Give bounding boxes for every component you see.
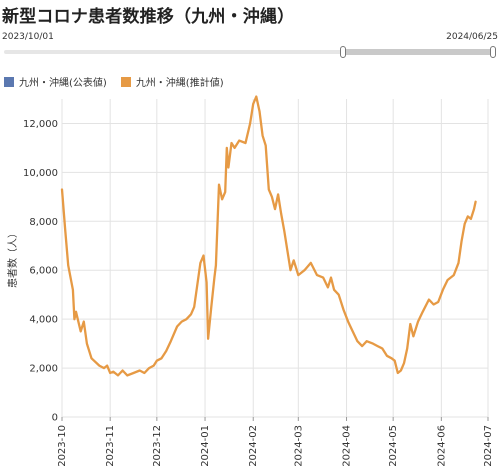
legend-label-published: 九州・沖縄(公表値)	[19, 78, 107, 89]
y-tick-label: 0	[52, 413, 58, 424]
legend-swatch-published	[4, 76, 14, 87]
legend-label-estimated: 九州・沖縄(推計値)	[135, 78, 224, 89]
x-tick-label: 2024-03	[293, 425, 304, 467]
x-tick-label: 2023-11	[105, 425, 116, 467]
x-tick-label: 2023-12	[152, 425, 163, 467]
x-tick-label: 2024-02	[248, 425, 259, 467]
y-tick-label: 2,000	[29, 364, 58, 375]
legend-item-estimated[interactable]: 九州・沖縄(推計値)	[120, 74, 224, 89]
x-tick-label: 2024-01	[200, 425, 211, 467]
date-range-slider-track[interactable]	[4, 50, 496, 54]
y-tick-label: 4,000	[29, 315, 58, 326]
x-tick-label: 2024-06	[436, 425, 447, 467]
y-tick-label: 12,000	[23, 119, 58, 130]
range-end-date: 2024/06/25	[446, 32, 498, 42]
legend-item-published[interactable]: 九州・沖縄(公表値)	[4, 74, 107, 89]
y-tick-label: 8,000	[29, 217, 58, 228]
y-axis-label: 患者数（人）	[6, 228, 19, 288]
x-tick-label: 2024-05	[388, 425, 399, 467]
y-tick-label: 10,000	[23, 168, 58, 179]
x-tick-label: 2024-07	[483, 425, 494, 467]
series-line-estimated	[60, 95, 477, 377]
page-title: 新型コロナ患者数推移（九州・沖縄）	[2, 7, 295, 27]
x-tick-label: 2023-10	[57, 425, 68, 467]
date-range-end-handle[interactable]	[490, 46, 496, 58]
legend-swatch-estimated	[120, 76, 131, 87]
y-tick-label: 6,000	[29, 266, 58, 277]
chart-legend: 九州・沖縄(公表値) 九州・沖縄(推計値)	[4, 74, 224, 89]
date-range-start-handle[interactable]	[340, 46, 346, 58]
date-range-slider-selection[interactable]	[343, 49, 495, 55]
x-tick-label: 2024-04	[342, 425, 353, 467]
range-start-date: 2023/10/01	[2, 32, 54, 42]
